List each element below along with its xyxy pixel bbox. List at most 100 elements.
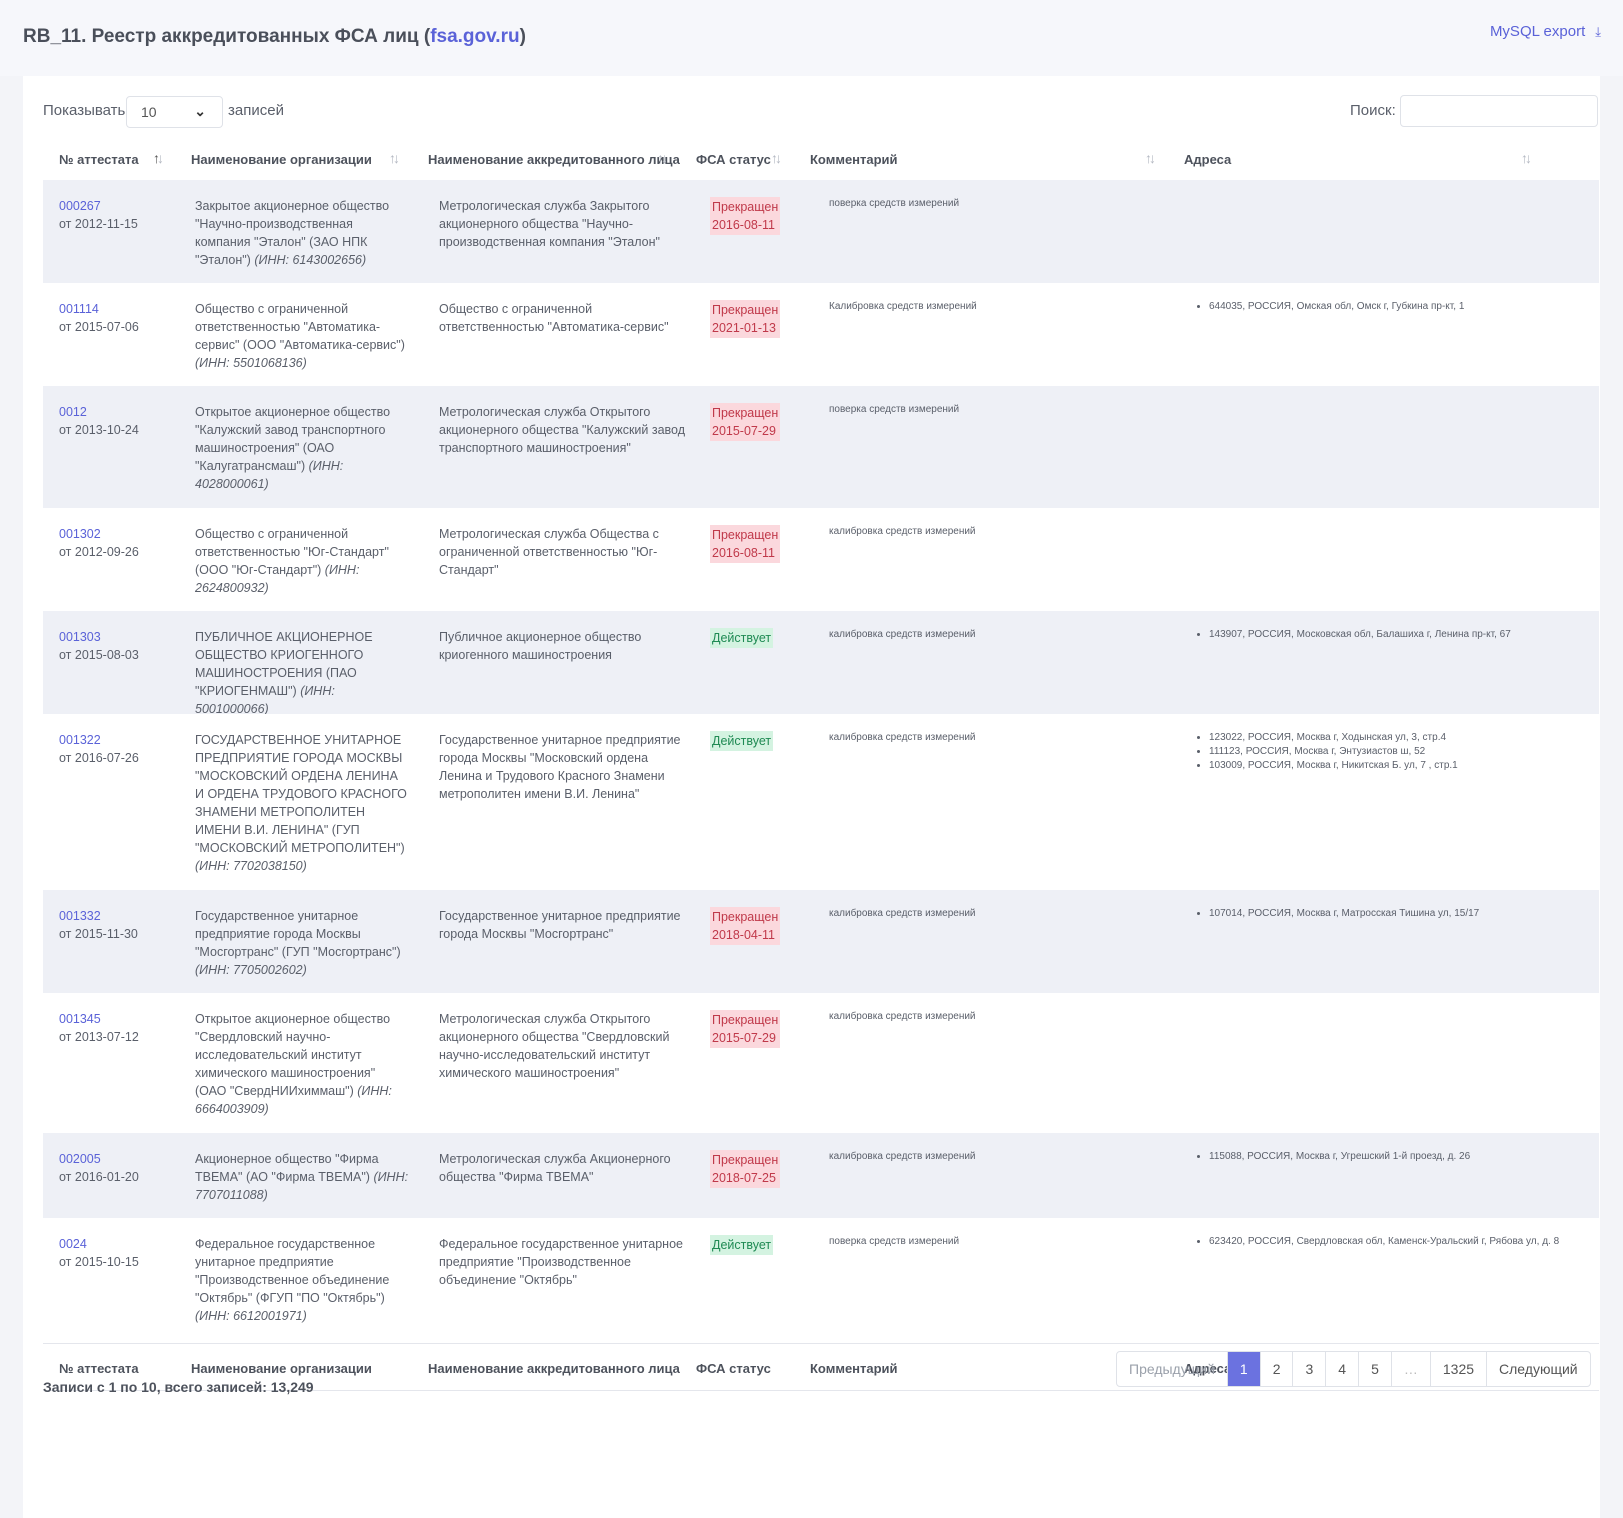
th-status[interactable]: ФСА статус	[696, 152, 771, 167]
address-list: 115088, РОССИЯ, Москва г, Угрешский 1-й …	[1193, 1150, 1573, 1164]
comment-cell: калибровка средств измерений	[829, 526, 976, 537]
prev-button[interactable]: Предыдущий	[1117, 1352, 1228, 1386]
status-date: 2021-01-13	[712, 321, 776, 335]
mysql-export-link[interactable]: MySQL export ⤓	[1490, 23, 1601, 40]
table-row: 0024 от 2015-10-15 Федеральное государстве…	[43, 1218, 1599, 1342]
page-title-suffix: )	[519, 26, 526, 47]
page-last-button[interactable]: 1325	[1431, 1352, 1488, 1386]
status-label: Прекращен	[712, 200, 779, 214]
search-label: Поиск:	[1350, 102, 1396, 119]
cert-cell: 001114 от 2015-07-06	[59, 300, 179, 336]
status-cell: Действует	[710, 628, 790, 648]
comment-cell: калибровка средств измерений	[829, 629, 976, 640]
cert-date: от 2015-07-06	[59, 320, 139, 334]
page-4-button[interactable]: 4	[1326, 1352, 1360, 1386]
table-header: № аттестата ↑↓ Наименование организации …	[43, 138, 1599, 182]
cert-link[interactable]: 001345	[59, 1012, 101, 1026]
sort-asc-icon[interactable]: ↑↓	[153, 150, 164, 166]
tf-status: ФСА статус	[696, 1361, 771, 1376]
status-label: Прекращен	[712, 910, 779, 924]
cert-link[interactable]: 0024	[59, 1237, 87, 1251]
address-cell: 107014, РОССИЯ, Москва г, Матросская Тиш…	[1193, 907, 1573, 921]
download-icon: ⤓	[1595, 24, 1601, 39]
next-button[interactable]: Следующий	[1499, 1361, 1578, 1377]
cert-link[interactable]: 001332	[59, 909, 101, 923]
page-5-button[interactable]: 5	[1359, 1352, 1392, 1386]
address-item: 111123, РОССИЯ, Москва г, Энтузиастов ш,…	[1209, 745, 1573, 759]
cert-link[interactable]: 001114	[59, 302, 99, 316]
cert-date: от 2016-01-20	[59, 1170, 139, 1184]
table-footer: № аттестата Наименование организации Наи…	[43, 1343, 1599, 1391]
address-item: 115088, РОССИЯ, Москва г, Угрешский 1-й …	[1209, 1150, 1573, 1164]
status-label: Действует	[712, 1238, 772, 1252]
page-length-select[interactable]: 10 ⌄	[126, 96, 223, 128]
cert-cell: 000267 от 2012-11-15	[59, 197, 179, 233]
status-label: Прекращен	[712, 528, 779, 542]
status-cell: Действует	[710, 731, 790, 751]
status-date: 2015-07-29	[712, 1031, 776, 1045]
status-cell: Прекращен 2021-01-13	[710, 300, 790, 338]
cert-date: от 2012-09-26	[59, 545, 139, 559]
org-inn: (ИНН: 7702038150)	[195, 859, 307, 873]
cert-link[interactable]: 001303	[59, 630, 101, 644]
cert-cell: 001322 от 2016-07-26	[59, 731, 179, 767]
table-info: Записи с 1 по 10, всего записей: 13,249	[43, 1379, 314, 1395]
cert-link[interactable]: 001302	[59, 527, 101, 541]
address-item: 103009, РОССИЯ, Москва г, Никитская Б. у…	[1209, 759, 1573, 773]
page-3-button[interactable]: 3	[1293, 1352, 1327, 1386]
page-1-button[interactable]: 1	[1227, 1352, 1261, 1386]
status-date: 2016-08-11	[712, 546, 776, 560]
accredited-name: Федеральное государственное унитарное пр…	[439, 1237, 683, 1287]
cert-link[interactable]: 000267	[59, 199, 101, 213]
accredited-name: Государственное унитарное предприятие го…	[439, 909, 681, 941]
org-name: Федеральное государственное унитарное пр…	[195, 1237, 390, 1305]
org-inn: (ИНН: 2624800932)	[195, 563, 360, 595]
status-badge: Прекращен 2018-04-11	[710, 907, 781, 945]
accredited-name: Метрологическая служба Открытого акционе…	[439, 405, 686, 455]
fsa-link[interactable]: fsa.gov.ru	[430, 26, 520, 47]
sort-icon[interactable]: ↑↓	[657, 150, 668, 166]
sort-icon[interactable]: ↑↓	[1145, 150, 1156, 166]
cert-link[interactable]: 002005	[59, 1152, 101, 1166]
org-inn: (ИНН: 7705002602)	[195, 963, 307, 977]
cert-cell: 001345 от 2013-07-12	[59, 1010, 179, 1046]
search-input[interactable]	[1400, 95, 1598, 127]
org-name: Открытое акционерное общество "Калужский…	[195, 405, 391, 473]
th-address[interactable]: Адреса	[1184, 152, 1232, 167]
records-label: записей	[228, 102, 284, 119]
cert-link[interactable]: 001322	[59, 733, 101, 747]
cert-date: от 2015-11-30	[59, 927, 138, 941]
status-cell: Прекращен 2015-07-29	[710, 403, 790, 441]
table-row: 000267 от 2012-11-15 Закрытое акционерное …	[43, 180, 1599, 283]
address-item: 107014, РОССИЯ, Москва г, Матросская Тиш…	[1209, 907, 1573, 921]
th-comment[interactable]: Комментарий	[810, 152, 898, 167]
org-cell: Общество с ограниченной ответственностью…	[195, 300, 409, 372]
tf-address: Адреса	[1184, 1361, 1232, 1376]
org-inn: (ИНН: 6664003909)	[195, 1084, 392, 1116]
cert-cell: 0012 от 2013-10-24	[59, 403, 179, 439]
cert-date: от 2012-11-15	[59, 217, 138, 231]
tf-cert: № аттестата	[59, 1361, 139, 1376]
status-badge: Прекращен 2015-07-29	[710, 1010, 781, 1048]
sort-icon[interactable]: ↑↓	[389, 150, 400, 166]
table-row: 0012 от 2013-10-24 Открытое акционерное об…	[43, 386, 1599, 508]
sort-icon[interactable]: ↑↓	[771, 150, 782, 166]
th-org[interactable]: Наименование организации	[191, 152, 372, 167]
address-list: 644035, РОССИЯ, Омская обл, Омск г, Губк…	[1193, 300, 1573, 314]
address-cell: 644035, РОССИЯ, Омская обл, Омск г, Губк…	[1193, 300, 1573, 314]
th-cert[interactable]: № аттестата	[59, 152, 139, 167]
sort-icon[interactable]: ↑↓	[1521, 150, 1532, 166]
page-2-button[interactable]: 2	[1261, 1352, 1294, 1386]
cert-link[interactable]: 0012	[59, 405, 87, 419]
address-cell: 115088, РОССИЯ, Москва г, Угрешский 1-й …	[1193, 1150, 1573, 1164]
table-row: 001114 от 2015-07-06 Общество с ограниченн…	[43, 283, 1599, 386]
address-cell: 123022, РОССИЯ, Москва г, Ходынская ул, …	[1193, 731, 1573, 773]
org-cell: Открытое акционерное общество "Калужский…	[195, 403, 409, 493]
status-label: Действует	[712, 734, 772, 748]
org-inn: (ИНН: 6612001971)	[195, 1309, 307, 1323]
org-name: Открытое акционерное общество "Свердловс…	[195, 1012, 391, 1098]
page-length-value: 10	[141, 104, 157, 120]
page-header: RB_11. Реестр аккредитованных ФСА лиц (f…	[0, 0, 1623, 76]
status-badge: Действует	[710, 1235, 774, 1255]
th-acc[interactable]: Наименование аккредитованного лица	[428, 152, 680, 167]
